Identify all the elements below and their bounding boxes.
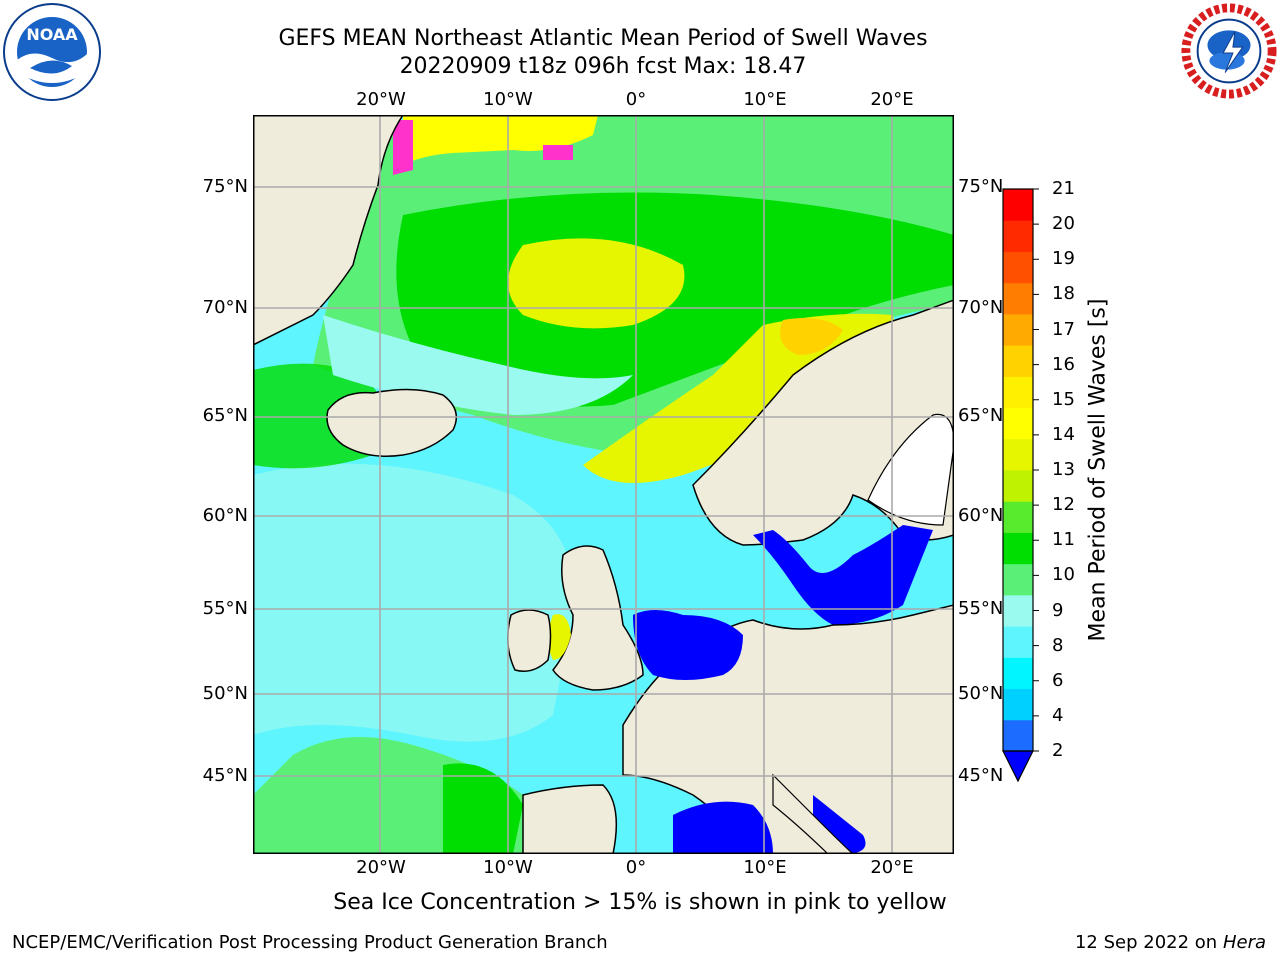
lat-label-right-65n: 65°N [958,405,1004,426]
italy-land [772,773,854,854]
green-swell-band-biscay [443,763,523,854]
colorbar-tick-label: 18 [1052,283,1075,305]
colorbar-tick-label: 10 [1052,564,1075,586]
swell-period-map [253,115,954,854]
iceland-land [326,388,458,457]
colorbar-segment [1003,313,1033,346]
lat-label-right-75n: 75°N [958,176,1004,197]
colorbar-segment [1003,438,1033,471]
lon-label-top-20w: 20°W [356,89,406,110]
lat-label-right-50n: 50°N [958,683,1004,704]
colorbar-segment [1003,345,1033,377]
colorbar-tick-label: 16 [1052,353,1075,375]
colorbar-segment [1003,563,1033,596]
lon-label-top-20e: 20°E [870,89,914,110]
lat-label-right-60n: 60°N [958,505,1004,526]
noaa-logo: NOAA [3,3,101,101]
graticule [253,115,954,854]
orange-swell-spot [780,317,843,355]
colorbar-segment [1003,532,1033,565]
colorbar-segment [1003,594,1033,627]
colorbar-tick-label: 2 [1052,740,1064,761]
colorbar-tick-label: 9 [1052,599,1064,621]
lon-label-bottom-10w: 10°W [483,857,533,878]
lat-label-left-60n: 60°N [202,505,248,526]
footer-credit: NCEP/EMC/Verification Post Processing Pr… [12,932,608,953]
colorbar-tick-label: 14 [1052,423,1075,445]
gulf-of-bothnia [867,413,954,526]
colorbar-segment [1003,189,1033,221]
pale-cyan-region [253,463,575,742]
colorbar-tick-label: 4 [1052,704,1064,726]
footer-host: Hera [1222,932,1266,953]
colorbar-segment [1003,251,1033,284]
colorbar-segment [1003,719,1033,752]
iberia-land [522,784,618,854]
colorbar-tick-label: 12 [1052,494,1075,516]
map-frame [253,115,954,854]
lon-label-top-0: 0° [625,89,647,110]
sea-ice-edge [393,120,573,175]
colorbar-segment [1003,376,1033,409]
colorbar-title: Mean Period of Swell Waves [s] [1085,298,1111,642]
colorbar-segment [1003,501,1033,533]
colorbar [1002,188,1039,783]
colorbar-segment [1003,688,1033,721]
mediterranean-sea [673,801,773,854]
colorbar-tick-label: 15 [1052,388,1075,410]
footer-date-text: 12 Sep 2022 on [1074,932,1218,953]
colorbar-tick-label: 8 [1052,634,1064,656]
north-sea-mid [593,521,743,595]
colorbar-tick-label: 20 [1052,213,1075,235]
yellow-swell-region-north [508,238,685,329]
lon-label-bottom-0: 0° [625,857,647,878]
colorbar-segment [1003,282,1033,315]
sea-ice-note: Sea Ice Concentration > 15% is shown in … [333,890,947,915]
colorbar-tick-label: 17 [1052,318,1075,340]
colorbar-tick-label: 6 [1052,669,1064,691]
lat-label-left-55n: 55°N [202,598,248,619]
ireland-land [507,609,552,672]
adriatic-sea [813,795,866,854]
lon-label-bottom-20e: 20°E [870,857,914,878]
colorbar-tick-label: 11 [1052,529,1075,551]
sea-ice-region [403,115,598,165]
colorbar-segment [1003,657,1033,690]
lat-label-right-55n: 55°N [958,598,1004,619]
greenland-land [253,115,404,346]
colorbar-segment [1003,470,1033,502]
irish-sea-yellow [548,614,571,660]
colorbar-segment [1003,626,1033,658]
lat-label-left-50n: 50°N [202,683,248,704]
lat-label-left-45n: 45°N [202,765,248,786]
lon-label-top-10w: 10°W [483,89,533,110]
footer-date: 12 Sep 2022 on Hera [1075,932,1266,953]
nws-logo [1181,3,1277,99]
chart-subtitle: 20220909 t18z 096h fcst Max: 18.47 [399,54,807,79]
colorbar-tick-label: 13 [1052,459,1075,480]
colorbar-segment [1003,407,1033,440]
lat-label-left-70n: 70°N [202,297,248,318]
lat-label-right-70n: 70°N [958,297,1004,318]
baltic-sea [753,525,933,625]
colorbar-underflow-arrow [1002,750,1034,783]
lon-label-top-10e: 10°E [743,89,787,110]
svg-text:NOAA: NOAA [26,25,78,44]
colorbar-tick-label: 21 [1052,178,1075,199]
chart-title: GEFS MEAN Northeast Atlantic Mean Period… [278,26,928,51]
lat-label-left-65n: 65°N [202,405,248,426]
lat-label-right-45n: 45°N [958,765,1004,786]
lon-label-bottom-10e: 10°E [743,857,787,878]
lat-label-left-75n: 75°N [202,176,248,197]
colorbar-tick-label: 19 [1052,248,1075,270]
lon-label-bottom-20w: 20°W [356,857,406,878]
colorbar-segment [1003,220,1033,252]
yellow-swell-region-norway [583,313,895,483]
north-sea-low [633,610,743,680]
great-britain-land [552,545,644,691]
